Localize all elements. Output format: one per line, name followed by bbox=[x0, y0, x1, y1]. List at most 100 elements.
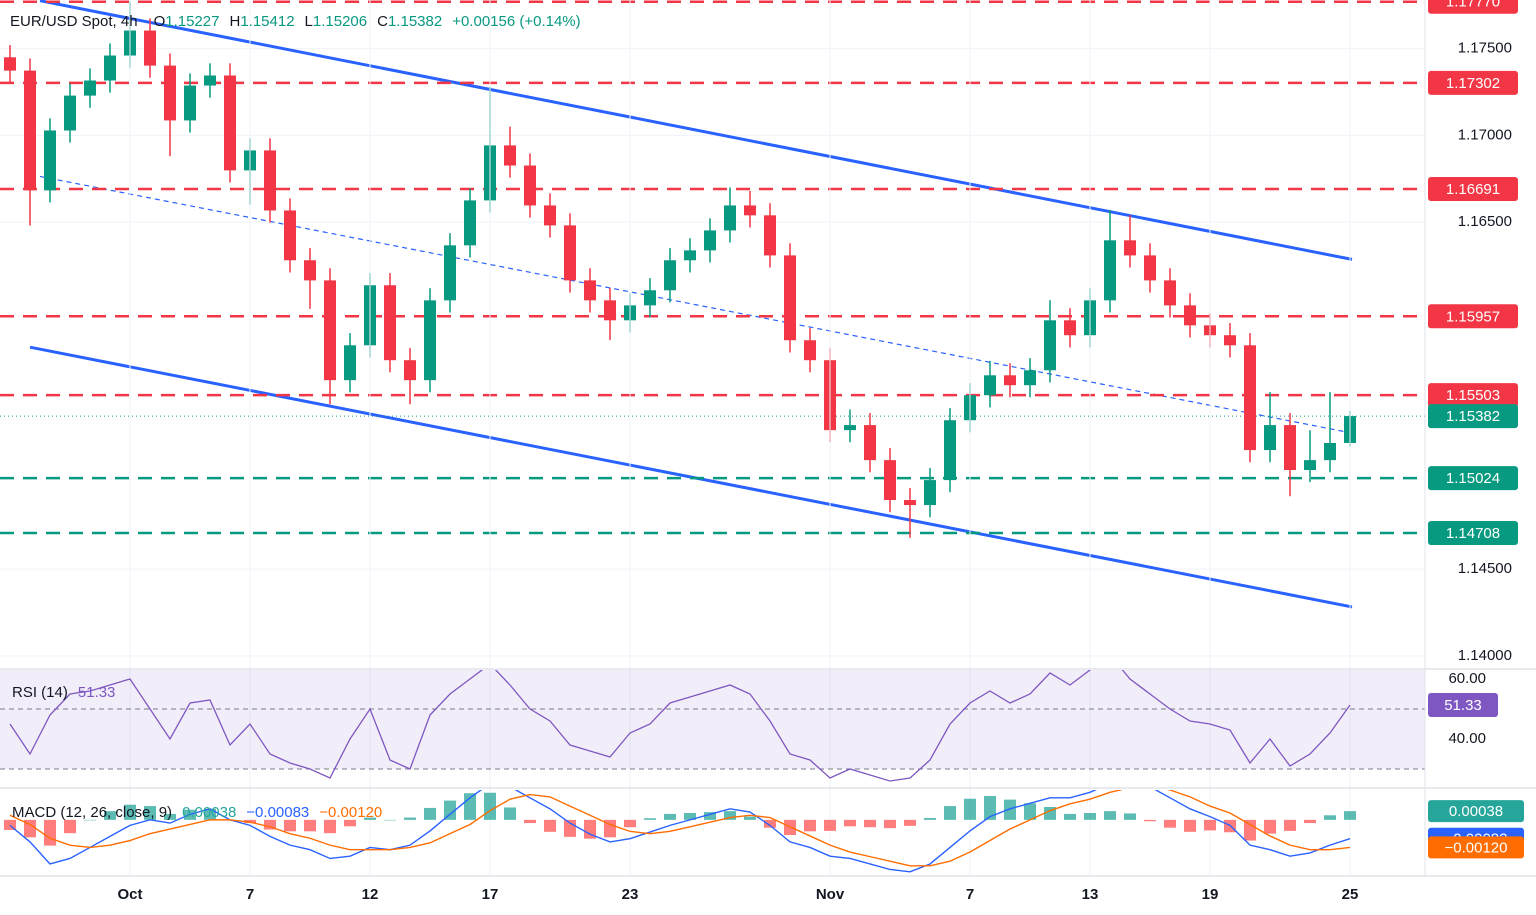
candle-body bbox=[924, 480, 936, 506]
macd-histogram-bar bbox=[1104, 811, 1116, 820]
candle-body bbox=[44, 130, 56, 191]
macd-value: 0.00038 bbox=[182, 804, 236, 821]
ohlc-key: O bbox=[154, 13, 166, 30]
macd-histogram-bar bbox=[644, 818, 656, 820]
price-label: 1.15503 bbox=[1446, 387, 1500, 404]
price-label-box bbox=[1428, 70, 1518, 95]
candle-body bbox=[1004, 375, 1016, 386]
macd-histogram-bar bbox=[864, 819, 876, 828]
price-label-box bbox=[1428, 176, 1518, 201]
candle-body bbox=[524, 165, 536, 206]
macd-histogram-bar bbox=[1284, 819, 1296, 831]
macd-histogram-bar bbox=[964, 798, 976, 820]
x-tick-label: Oct bbox=[117, 886, 142, 903]
macd-histogram-bar bbox=[684, 812, 696, 820]
macd-histogram-bar bbox=[584, 819, 596, 839]
macd-pane bbox=[4, 790, 1356, 873]
macd-histogram-bar bbox=[1184, 819, 1196, 832]
macd-histogram-bar bbox=[444, 800, 456, 820]
candle-body bbox=[1164, 280, 1176, 306]
x-tick-label: 7 bbox=[246, 886, 254, 903]
x-tick-label: 25 bbox=[1342, 886, 1359, 903]
macd-histogram-bar bbox=[944, 806, 956, 820]
macd-histogram-bar bbox=[1064, 813, 1076, 820]
candle-body bbox=[784, 255, 796, 341]
macd-histogram-bar bbox=[1164, 819, 1176, 828]
price-label: 1.14708 bbox=[1446, 525, 1500, 542]
candle-body bbox=[344, 345, 356, 381]
macd-histogram-bar bbox=[204, 808, 216, 820]
candle-body bbox=[64, 95, 76, 131]
change: +0.00156 (+0.14%) bbox=[452, 13, 580, 30]
legend-header: EUR/USD Spot, 4h O1.15227 H1.15412 L1.15206… bbox=[10, 13, 581, 30]
price-label-box bbox=[1428, 404, 1518, 429]
macd-histogram-bar bbox=[824, 819, 836, 831]
candle-body bbox=[264, 150, 276, 211]
macd-histogram-bar bbox=[44, 819, 56, 846]
candle-body bbox=[944, 420, 956, 481]
candle-body bbox=[1284, 425, 1296, 471]
macd-histogram-bar bbox=[84, 819, 96, 821]
macd-histogram-bar bbox=[744, 816, 756, 820]
candle-body bbox=[1304, 460, 1316, 471]
price-label-box bbox=[1428, 383, 1518, 408]
candle-body bbox=[144, 30, 156, 66]
macd-histogram-bar bbox=[164, 813, 176, 820]
macd-histogram-bar bbox=[264, 819, 276, 830]
price-label: 1.15024 bbox=[1446, 470, 1500, 487]
candle-body bbox=[764, 215, 776, 256]
macd-histogram-bar bbox=[624, 819, 636, 828]
candle-body bbox=[604, 300, 616, 321]
macd-histogram-bar bbox=[804, 819, 816, 832]
trendline bbox=[39, 0, 1353, 261]
price-label-box bbox=[1428, 0, 1518, 14]
candle-body bbox=[1124, 240, 1136, 256]
candle-body bbox=[424, 300, 436, 381]
macd-histogram-bar bbox=[364, 817, 376, 820]
candle-body bbox=[464, 200, 476, 246]
x-tick-label: 17 bbox=[482, 886, 499, 903]
y-tick-label: 1.14500 bbox=[1458, 560, 1512, 577]
candle-body bbox=[1024, 370, 1036, 386]
y-tick-label: 1.14000 bbox=[1458, 647, 1512, 664]
candle-body bbox=[444, 245, 456, 301]
candle-body bbox=[724, 205, 736, 231]
x-tick-label: 13 bbox=[1082, 886, 1099, 903]
macd-header: MACD (12, 26, close, 9) 0.00038 −0.00083 −0… bbox=[12, 804, 382, 821]
macd-histogram-bar bbox=[24, 819, 36, 838]
macd-histogram-bar bbox=[904, 819, 916, 826]
candle-body bbox=[904, 500, 916, 506]
candle-body bbox=[284, 210, 296, 261]
candle-body bbox=[184, 85, 196, 121]
candle-body bbox=[1244, 345, 1256, 451]
candle-body bbox=[704, 230, 716, 251]
macd-histogram-bar bbox=[1024, 803, 1036, 820]
rsi-line bbox=[9, 670, 1351, 782]
macd-histogram-bar bbox=[1264, 819, 1276, 834]
candle-body bbox=[684, 250, 696, 261]
macd-value: −0.00120 bbox=[319, 804, 382, 821]
candle-body bbox=[104, 55, 116, 81]
candle-body bbox=[164, 65, 176, 121]
macd-histogram-bar bbox=[844, 819, 856, 827]
candle-body bbox=[84, 80, 96, 96]
macd-histogram-bar bbox=[664, 813, 676, 820]
symbol: EUR/USD Spot, 4h bbox=[10, 13, 138, 30]
price-label-box bbox=[1428, 304, 1518, 329]
macd-histogram-bar bbox=[504, 807, 516, 820]
macd-histogram-bar bbox=[524, 819, 536, 824]
macd-histogram-bar bbox=[304, 819, 316, 832]
macd-histogram-bar bbox=[4, 819, 16, 830]
candle-body bbox=[1044, 320, 1056, 371]
ohlc-value: 1.15227 bbox=[165, 13, 219, 30]
candle-body bbox=[384, 285, 396, 361]
trendline bbox=[39, 175, 1353, 434]
macd-histogram-bar bbox=[1124, 813, 1136, 820]
macd-label-box bbox=[1428, 800, 1524, 823]
macd-histogram-bar bbox=[64, 819, 76, 834]
ohlc-key: H bbox=[229, 13, 240, 30]
rsi-label: 51.33 bbox=[1444, 697, 1482, 714]
macd-histogram-bar bbox=[1324, 815, 1336, 820]
macd-histogram-bar bbox=[704, 812, 716, 820]
x-tick-label: 19 bbox=[1202, 886, 1219, 903]
